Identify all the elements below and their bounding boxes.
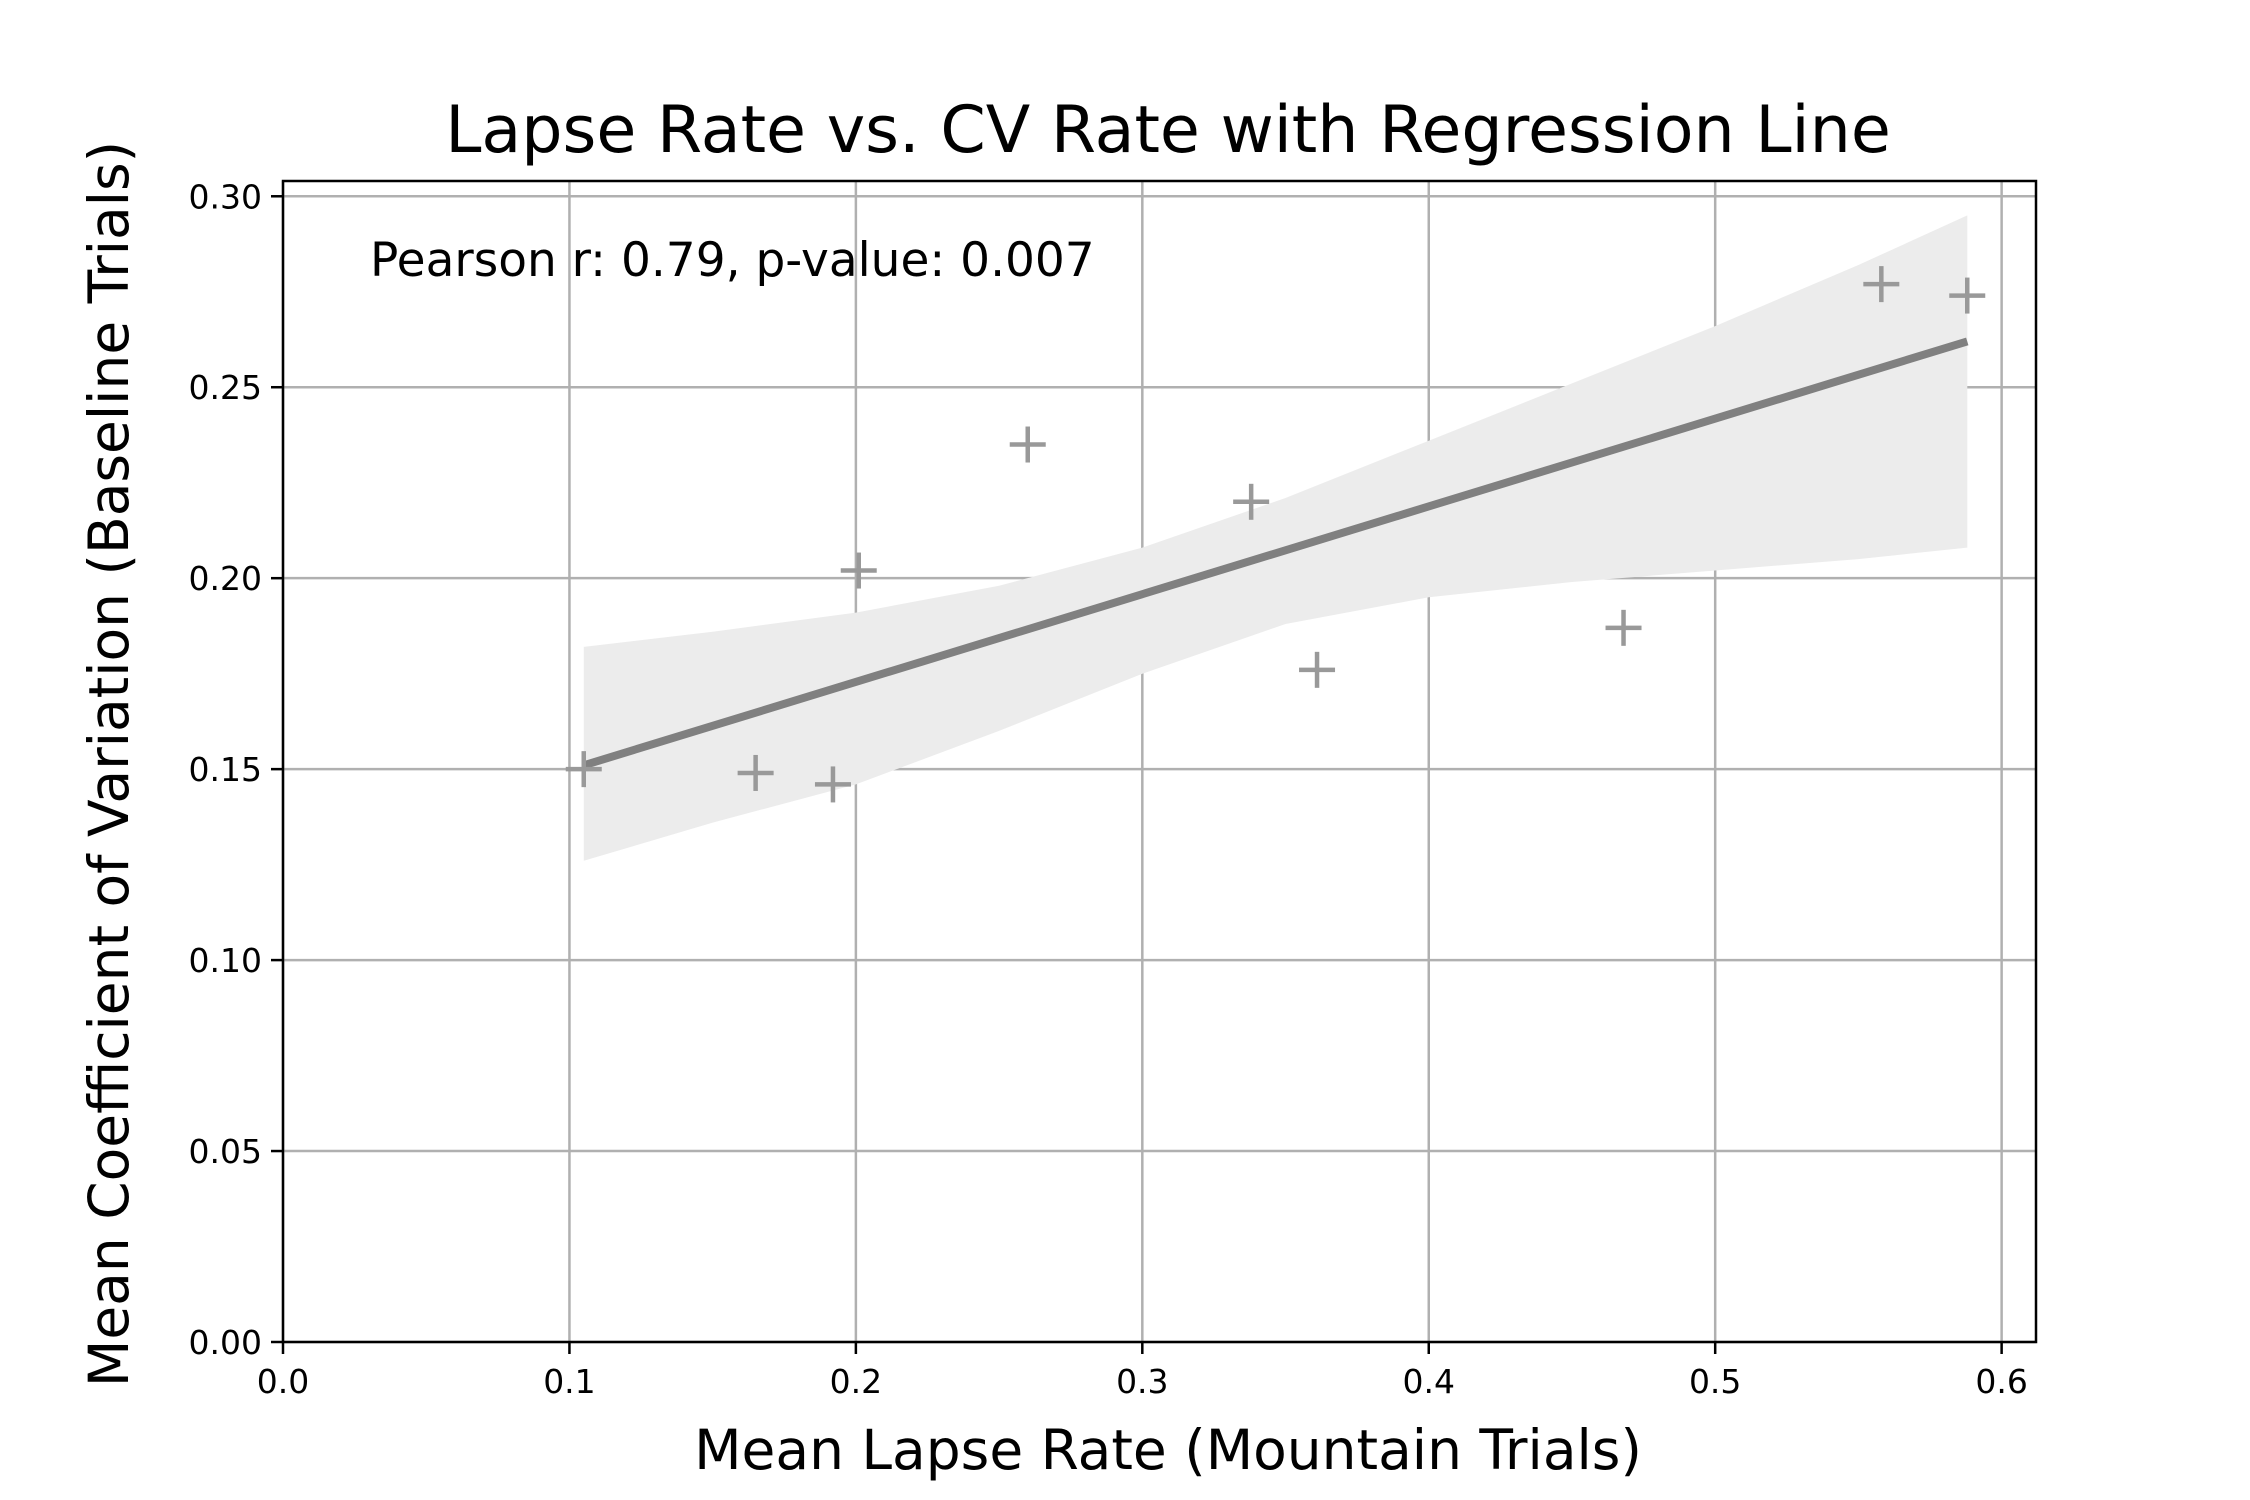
y-tick-label: 0.15 (189, 750, 262, 789)
data-points (565, 266, 1986, 803)
y-axis-label: Mean Coefficient of Variation (Baseline … (77, 141, 141, 1387)
y-tick-label: 0.20 (189, 559, 262, 598)
correlation-annotation: Pearson r: 0.79, p-value: 0.007 (370, 233, 1095, 288)
data-point-9 (1949, 277, 1986, 314)
x-axis-ticks: 0.0 0.1 0.2 0.3 0.4 0.5 0.6 (257, 1342, 2028, 1401)
regression-line (582, 337, 1969, 770)
data-point-8 (1863, 266, 1900, 303)
x-tick-label: 0.1 (543, 1362, 595, 1401)
data-point-5 (1233, 483, 1270, 520)
chart-title: Lapse Rate vs. CV Rate with Regression L… (445, 93, 1891, 168)
y-tick-label: 0.00 (189, 1323, 262, 1362)
x-tick-label: 0.2 (830, 1362, 882, 1401)
x-tick-label: 0.6 (1975, 1362, 2027, 1401)
plot-frame (281, 179, 2038, 1344)
x-tick-label: 0.5 (1689, 1362, 1741, 1401)
data-point-4 (1009, 426, 1046, 463)
confidence-band (583, 215, 1968, 861)
x-tick-label: 0.3 (1116, 1362, 1168, 1401)
data-point-0 (565, 751, 602, 788)
data-point-7 (1605, 609, 1642, 646)
y-tick-label: 0.10 (189, 941, 262, 980)
y-tick-label: 0.05 (189, 1132, 262, 1171)
x-tick-label: 0.0 (257, 1362, 309, 1401)
x-axis-label: Mean Lapse Rate (Mountain Trials) (694, 1418, 1642, 1482)
data-point-1 (737, 754, 774, 791)
x-tick-label: 0.4 (1403, 1362, 1455, 1401)
data-point-3 (840, 552, 877, 589)
y-tick-label: 0.30 (189, 177, 262, 216)
y-tick-label: 0.25 (189, 368, 262, 407)
data-point-2 (814, 766, 851, 803)
data-point-6 (1299, 651, 1336, 688)
y-axis-ticks: 0.00 0.05 0.10 0.15 0.20 0.25 0.30 (189, 177, 283, 1362)
